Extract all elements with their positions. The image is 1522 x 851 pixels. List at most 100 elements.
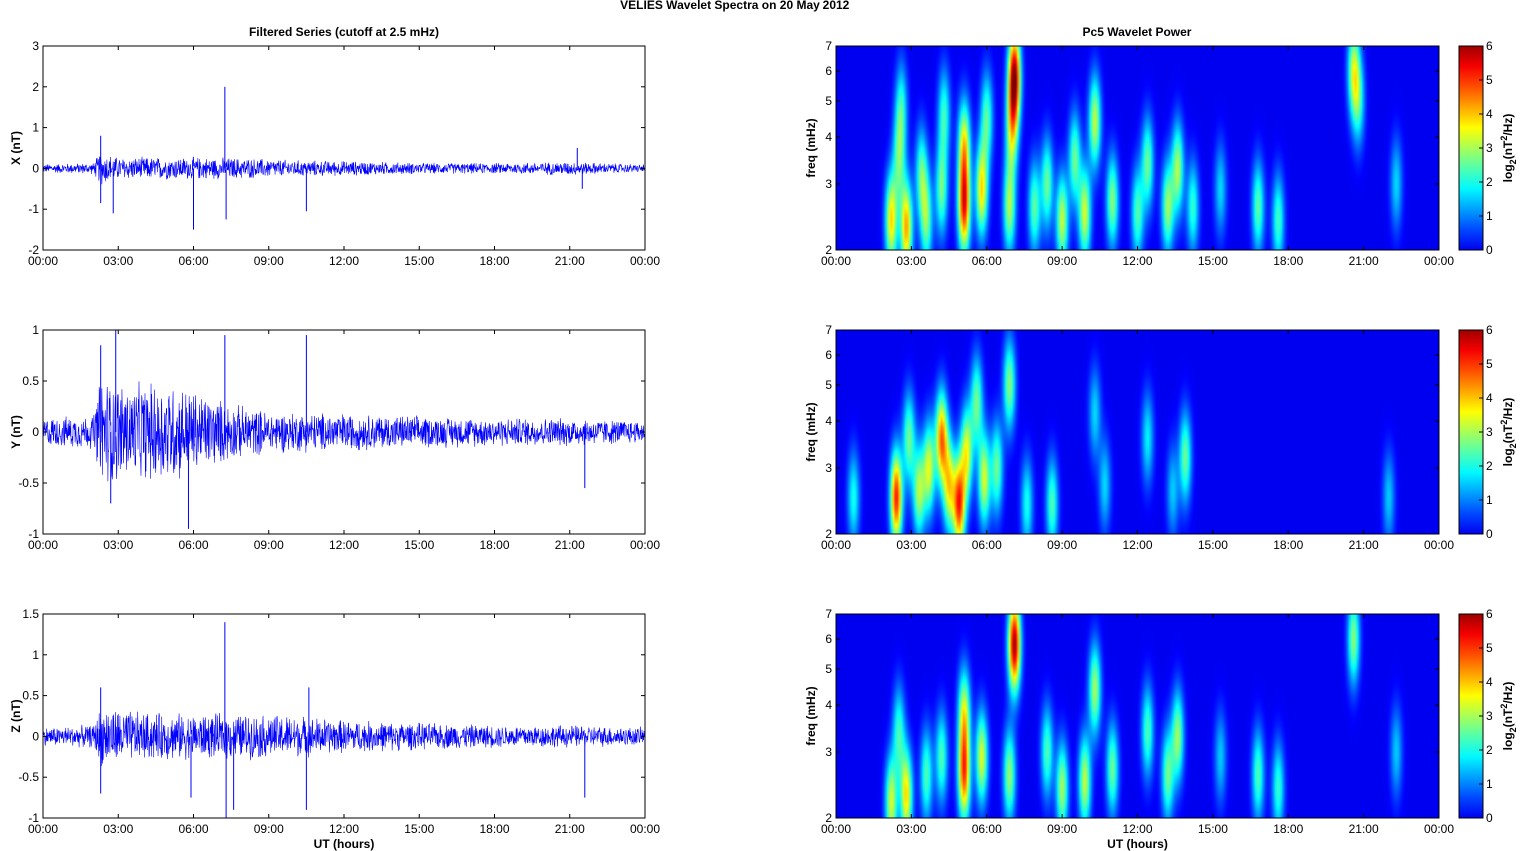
x-tick-label: 18:00 [479,254,509,268]
y-tick-label: 3 [825,177,832,191]
colorbar-tick-label: 4 [1486,107,1493,121]
colorbar-tick-label: 1 [1486,209,1493,223]
x-tick-label: 09:00 [1047,538,1077,552]
x-tick-label: 00:00 [28,254,58,268]
left-column-title: Filtered Series (cutoff at 2.5 mHz) [249,25,439,39]
x-tick-label: 12:00 [1122,538,1152,552]
x-tick-label: 12:00 [329,822,359,836]
x-tick-label: 18:00 [1273,538,1303,552]
x-tick-label: 15:00 [404,822,434,836]
y-tick-label: 1 [32,121,39,135]
signal-trace [43,711,645,767]
x-tick-label: 12:00 [329,538,359,552]
x-tick-label: 03:00 [103,822,133,836]
colorbar-tick-label: 4 [1486,391,1493,405]
wavelet-power-map [836,46,1439,250]
x-tick-label: 06:00 [972,822,1002,836]
x-tick-label: 21:00 [555,254,585,268]
y-power-panel: 2 3 4 5 6 7 freq (mHz) 00:00 03:00 06:00 09:00 12:0… [804,323,1518,552]
x-tick-label: 00:00 [630,254,660,268]
colorbar-tick-label: 6 [1486,39,1493,53]
y-tick-label: 3 [825,461,832,475]
colorbar-tick-label: 1 [1486,493,1493,507]
x-tick-label: 00:00 [821,538,851,552]
x-tick-label: 15:00 [1198,822,1228,836]
colorbar-tick-label: 0 [1486,527,1493,541]
x-tick-label: 09:00 [254,254,284,268]
colorbar-tick-label: 5 [1486,357,1493,371]
x-tick-label: 00:00 [1424,822,1454,836]
x-tick-label: 09:00 [254,822,284,836]
y-tick-label: -2 [28,243,39,257]
x-tick-label: 09:00 [254,538,284,552]
y-tick-label: 1 [32,323,39,337]
colorbar-tick-label: 3 [1486,425,1493,439]
wavelet-power-map [836,614,1439,818]
x-tick-label: 00:00 [28,538,58,552]
y-tick-label: -0.5 [18,770,39,784]
x-tick-label: 00:00 [630,538,660,552]
y-tick-label: 6 [825,632,832,646]
colorbar-tick-label: 5 [1486,641,1493,655]
x-tick-label: 15:00 [404,254,434,268]
x-tick-label: 06:00 [972,538,1002,552]
y-tick-label: 0.5 [22,689,39,703]
y-tick-label: 0 [32,161,39,175]
z-series-panel: -1 -0.5 0 0.5 1 1.5 Z (nT) 00:00 03:00 06:00 09:00… [9,607,660,851]
y-tick-label: 2 [825,811,832,825]
y-tick-label: 7 [825,323,832,337]
x-tick-label: 03:00 [103,538,133,552]
colorbar-tick-label: 2 [1486,175,1493,189]
suptitle-year: 2012 [823,0,850,12]
x-tick-label: 03:00 [896,538,926,552]
y-tick-label: 6 [825,64,832,78]
x-tick-label: 21:00 [555,538,585,552]
y-tick-label: 7 [825,39,832,53]
y-tick-label: -1 [28,202,39,216]
colorbar-tick-label: 0 [1486,811,1493,825]
y-tick-label: -1 [28,527,39,541]
x-tick-label: 00:00 [28,822,58,836]
y-tick-label: 3 [32,39,39,53]
y-tick-label: 2 [825,527,832,541]
y-tick-label: 6 [825,348,832,362]
y-tick-label: 0.5 [22,374,39,388]
colorbar-tick-label: 2 [1486,743,1493,757]
y-axis-label: freq (mHz) [804,686,818,745]
x-tick-label: 12:00 [1122,254,1152,268]
x-power-panel: 2 3 4 5 6 7 freq (mHz) 00:00 03:00 06:00 09:00 12:0… [804,39,1518,268]
signal-trace [43,156,645,185]
y-tick-label: 4 [825,130,832,144]
y-axis-label: freq (mHz) [804,118,818,177]
y-tick-label: 1 [32,648,39,662]
x-tick-label: 09:00 [1047,254,1077,268]
y-axis-label: Y (nT) [9,415,23,449]
x-tick-label: 00:00 [1424,254,1454,268]
x-axis-label: UT (hours) [1107,837,1168,851]
y-tick-label: 1.5 [22,607,39,621]
y-tick-label: 7 [825,607,832,621]
x-tick-label: 18:00 [1273,254,1303,268]
right-column-title: Pc5 Wavelet Power [1083,25,1192,39]
plot-background [43,46,645,250]
y-tick-label: 0 [32,729,39,743]
x-series-panel: -2 -1 0 1 2 3 X (nT) 00:00 03:00 06:00 09:00 12:00 1… [9,39,660,268]
x-tick-label: 15:00 [404,538,434,552]
y-tick-label: 5 [825,94,832,108]
x-tick-label: 18:00 [479,538,509,552]
x-axis-label: UT (hours) [314,837,375,851]
x-tick-label: 06:00 [178,254,208,268]
x-tick-label: 03:00 [896,254,926,268]
x-tick-label: 21:00 [1349,254,1379,268]
x-tick-label: 06:00 [972,254,1002,268]
colorbar-label: log2(nT2/Hz) [1499,682,1518,751]
y-axis-label: Z (nT) [9,699,23,732]
x-tick-label: 00:00 [1424,538,1454,552]
x-tick-label: 03:00 [896,822,926,836]
x-tick-label: 09:00 [1047,822,1077,836]
plot-background [43,614,645,818]
x-tick-label: 21:00 [1349,822,1379,836]
x-tick-label: 06:00 [178,538,208,552]
wavelet-power-map [836,330,1439,534]
